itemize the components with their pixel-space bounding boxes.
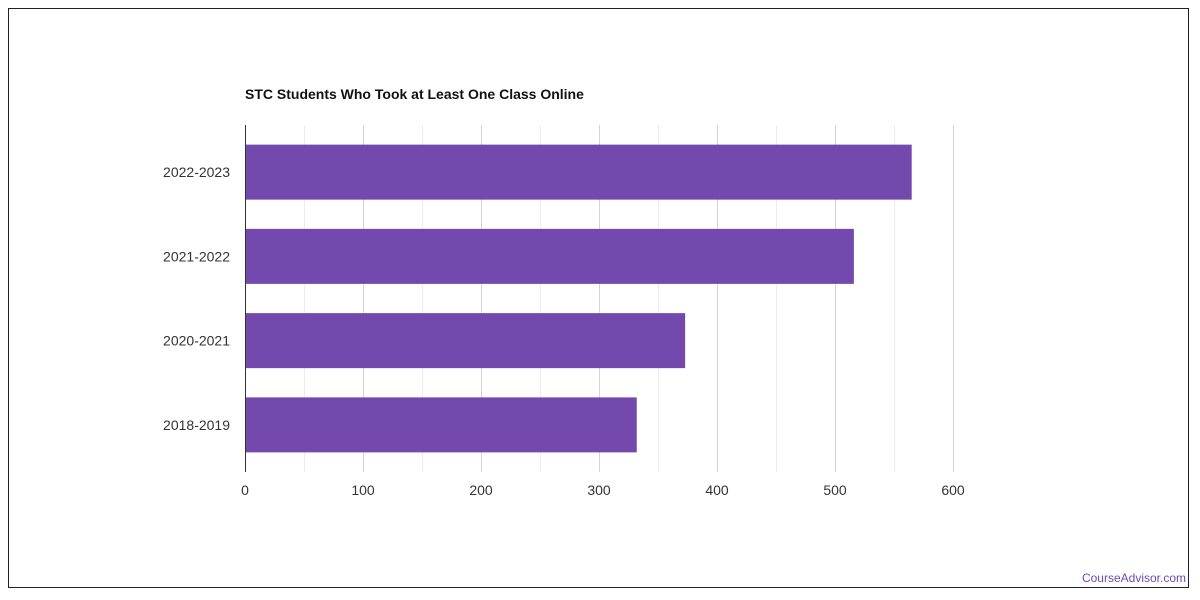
x-tick-label: 0 — [241, 482, 249, 498]
source-credit[interactable]: CourseAdvisor.com — [1081, 571, 1186, 585]
x-tick-labels: 0 100 200 300 400 500 600 — [241, 482, 965, 498]
category-label: 2020-2021 — [163, 333, 230, 349]
bar[interactable] — [245, 144, 912, 200]
x-tick-label: 100 — [351, 482, 375, 498]
x-tick-label: 200 — [469, 482, 493, 498]
bar[interactable] — [245, 397, 637, 453]
bar[interactable] — [245, 228, 854, 284]
x-tick-label: 600 — [941, 482, 965, 498]
bars — [245, 144, 912, 453]
chart-title: STC Students Who Took at Least One Class… — [245, 86, 584, 102]
category-labels: 2022-2023 2021-2022 2020-2021 2018-2019 — [163, 164, 230, 433]
category-label: 2018-2019 — [163, 417, 230, 433]
x-tick-label: 500 — [823, 482, 847, 498]
chart-frame — [8, 8, 1189, 588]
x-tick-label: 400 — [705, 482, 729, 498]
category-label: 2022-2023 — [163, 164, 230, 180]
bar[interactable] — [245, 313, 686, 369]
category-label: 2021-2022 — [163, 248, 230, 264]
x-tick-label: 300 — [587, 482, 611, 498]
